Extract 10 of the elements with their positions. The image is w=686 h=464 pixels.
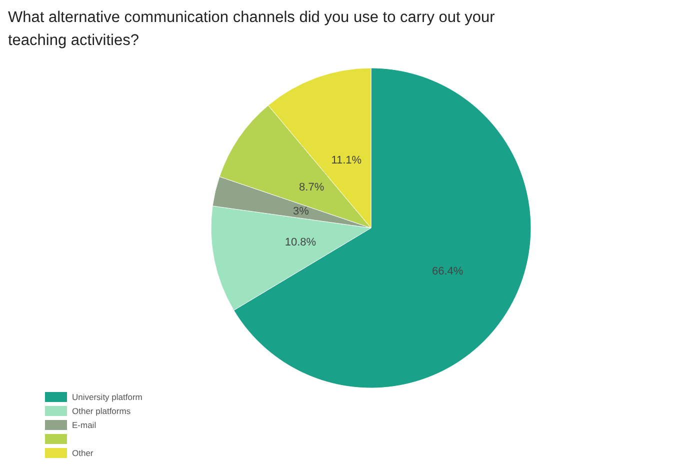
legend-label: University platform — [72, 392, 142, 402]
chart-title: What alternative communication channels did you use to carry out your teaching activities? — [8, 9, 495, 49]
legend-label: E-mail — [72, 420, 96, 430]
data-label: 8.7% — [299, 181, 324, 194]
data-label: 10.8% — [284, 236, 316, 248]
data-label: 3% — [292, 205, 310, 218]
data-label: 66.4% — [432, 265, 464, 278]
legend-label: Other — [72, 448, 94, 458]
data-label: 11.1% — [331, 154, 362, 166]
legend-label: Other platforms — [72, 406, 131, 416]
